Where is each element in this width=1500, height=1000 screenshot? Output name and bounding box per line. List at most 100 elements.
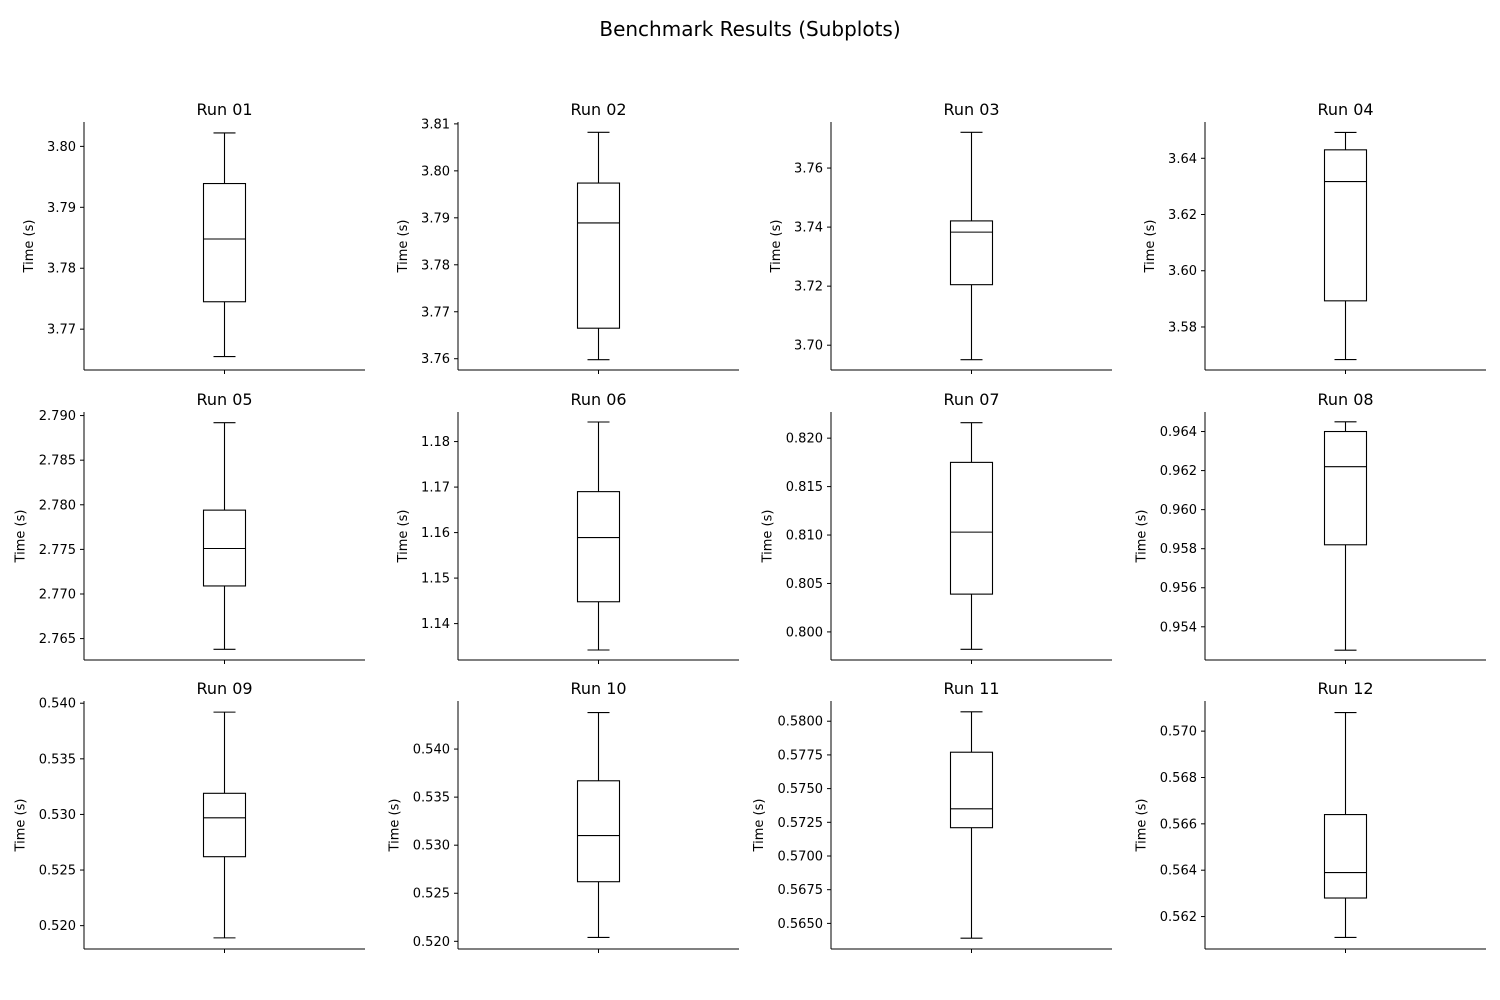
subplot-title: Run 02 — [570, 100, 626, 119]
y-tick-label: 0.5650 — [778, 917, 824, 932]
y-axis-label: Time (s) — [14, 510, 29, 564]
y-tick-label: 1.18 — [421, 435, 450, 450]
subplot-title: Run 05 — [196, 390, 252, 409]
y-tick-label: 3.72 — [794, 280, 823, 295]
y-tick-label: 3.60 — [1168, 264, 1197, 279]
y-tick-label: 3.80 — [47, 140, 76, 155]
y-tick-label: 0.5750 — [778, 782, 824, 797]
y-tick-label: 0.520 — [413, 935, 450, 950]
y-tick-label: 3.64 — [1168, 152, 1197, 167]
y-tick-label: 0.525 — [413, 887, 450, 902]
y-tick-label: 3.78 — [47, 262, 76, 277]
y-tick-label: 0.568 — [1160, 771, 1197, 786]
box-plot — [1323, 131, 1368, 361]
y-tick-label: 0.5675 — [778, 883, 824, 898]
subplot-grid: Run 01 3.77 3.78 3.79 3.80 Time (s) Run 02 3.76… — [14, 100, 1486, 953]
y-tick-label: 0.800 — [786, 625, 823, 640]
y-tick-label: 2.765 — [39, 632, 76, 647]
iqr-box — [1323, 149, 1368, 302]
y-tick-label: 0.962 — [1160, 464, 1197, 479]
y-tick-label: 3.77 — [421, 305, 450, 320]
subplot-title: Run 11 — [943, 679, 999, 698]
box-plot — [1323, 421, 1368, 651]
y-axis-label: Time (s) — [769, 220, 784, 274]
y-tick-label: 0.5725 — [778, 816, 824, 831]
y-tick-label: 2.790 — [39, 409, 76, 424]
y-tick-label: 0.960 — [1160, 503, 1197, 518]
y-tick-label: 3.81 — [421, 117, 450, 132]
y-tick-label: 1.15 — [421, 572, 450, 587]
box-plot — [949, 422, 994, 650]
subplot-run-02: Run 02 3.76 3.77 3.78 3.79 3.80 3.81 Time (s) — [396, 100, 739, 374]
iqr-box — [949, 220, 994, 286]
subplot-run-12: Run 12 0.562 0.564 0.566 0.568 0.570 Time (s) — [1135, 679, 1486, 953]
y-tick-label: 0.954 — [1160, 620, 1197, 635]
iqr-box — [949, 461, 994, 595]
y-tick-label: 3.79 — [47, 201, 76, 216]
y-tick-label: 3.70 — [794, 339, 823, 354]
y-tick-label: 0.570 — [1160, 725, 1197, 740]
subplot-run-05: Run 05 2.765 2.770 2.775 2.780 2.785 2.790 Time… — [14, 390, 365, 664]
y-axis-label: Time (s) — [22, 220, 37, 274]
iqr-box — [576, 182, 621, 329]
box-plot — [949, 711, 994, 939]
subplot-title: Run 09 — [196, 679, 252, 698]
y-tick-label: 3.77 — [47, 323, 76, 338]
y-tick-label: 0.805 — [786, 577, 823, 592]
y-tick-label: 0.535 — [413, 791, 450, 806]
y-axis-label: Time (s) — [1143, 220, 1158, 274]
y-tick-label: 0.566 — [1160, 817, 1197, 832]
figure-title: Benchmark Results (Subplots) — [599, 17, 900, 41]
y-tick-label: 0.958 — [1160, 542, 1197, 557]
box-plot — [202, 422, 247, 650]
box-plot — [576, 421, 621, 651]
box-plot — [576, 711, 621, 939]
y-tick-label: 0.535 — [39, 752, 76, 767]
y-tick-label: 1.17 — [421, 481, 450, 496]
y-tick-label: 0.810 — [786, 529, 823, 544]
y-axis-label: Time (s) — [761, 510, 776, 564]
y-tick-label: 2.785 — [39, 454, 76, 469]
subplot-run-01: Run 01 3.77 3.78 3.79 3.80 Time (s) — [22, 100, 365, 374]
y-tick-label: 3.74 — [794, 221, 823, 236]
y-tick-label: 0.520 — [39, 919, 76, 934]
y-axis-label: Time (s) — [388, 799, 403, 853]
box-plot — [1323, 712, 1368, 938]
iqr-box — [949, 751, 994, 829]
y-axis-label: Time (s) — [396, 510, 411, 564]
y-tick-label: 2.770 — [39, 587, 76, 602]
y-axis-label: Time (s) — [396, 220, 411, 274]
subplot-title: Run 12 — [1317, 679, 1373, 698]
subplot-run-06: Run 06 1.14 1.15 1.16 1.17 1.18 Time (s) — [396, 390, 739, 664]
y-tick-label: 3.62 — [1168, 208, 1197, 223]
iqr-box — [576, 491, 621, 603]
y-axis-label: Time (s) — [1135, 510, 1150, 564]
y-tick-label: 0.5700 — [778, 850, 824, 865]
y-tick-label: 0.964 — [1160, 425, 1197, 440]
y-tick-label: 0.562 — [1160, 910, 1197, 925]
y-tick-label: 0.5775 — [778, 748, 824, 763]
y-tick-label: 0.564 — [1160, 864, 1197, 879]
y-axis-label: Time (s) — [1135, 799, 1150, 853]
y-tick-label: 2.775 — [39, 543, 76, 558]
iqr-box — [202, 792, 247, 858]
y-tick-label: 0.956 — [1160, 581, 1197, 596]
subplot-run-11: Run 11 0.5650 0.5675 0.5700 0.5725 0.5750 0.57… — [752, 679, 1112, 953]
subplot-title: Run 07 — [943, 390, 999, 409]
subplot-run-09: Run 09 0.520 0.525 0.530 0.535 0.540 Time (s) — [14, 679, 365, 953]
y-tick-label: 1.14 — [421, 617, 450, 632]
y-tick-label: 0.525 — [39, 864, 76, 879]
y-tick-label: 3.80 — [421, 164, 450, 179]
y-tick-label: 3.78 — [421, 258, 450, 273]
subplot-title: Run 06 — [570, 390, 626, 409]
subplot-run-08: Run 08 0.954 0.956 0.958 0.960 0.962 0.964 Time… — [1135, 390, 1486, 664]
subplot-run-10: Run 10 0.520 0.525 0.530 0.535 0.540 Time (s) — [388, 679, 739, 953]
y-tick-label: 3.76 — [794, 162, 823, 177]
y-tick-label: 0.820 — [786, 432, 823, 447]
box-plot — [202, 132, 247, 358]
iqr-box — [202, 182, 247, 303]
y-tick-label: 3.79 — [421, 211, 450, 226]
subplot-title: Run 08 — [1317, 390, 1373, 409]
subplot-title: Run 04 — [1317, 100, 1373, 119]
